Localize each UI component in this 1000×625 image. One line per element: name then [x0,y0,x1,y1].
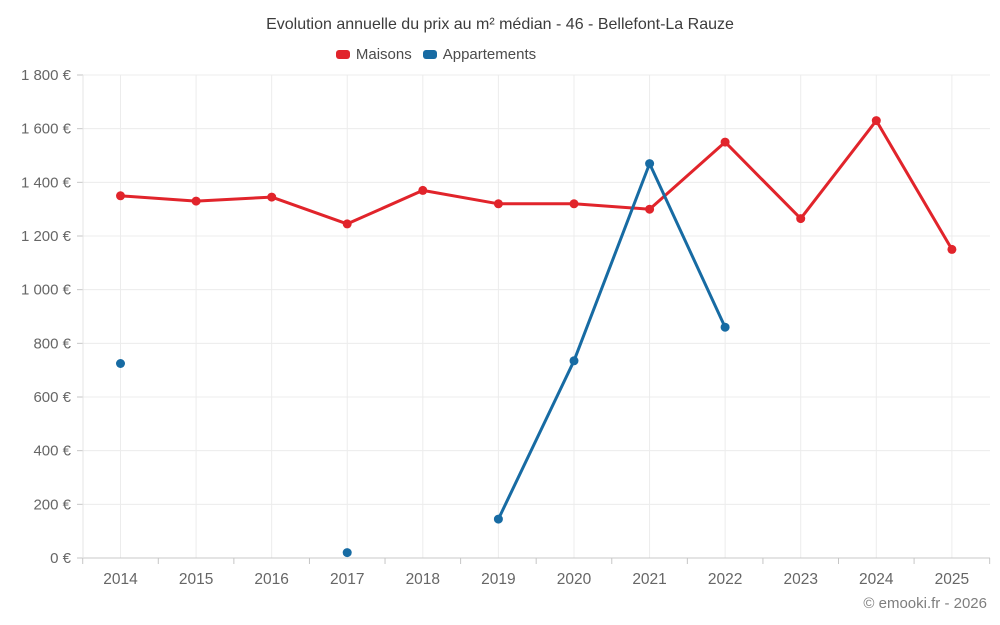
x-axis-label: 2015 [179,571,213,588]
data-point-appartements-2022[interactable] [720,322,730,332]
x-axis-label: 2016 [254,571,288,588]
data-point-maisons-2019[interactable] [493,199,503,209]
y-axis-label: 1 400 € [21,174,72,191]
legend: Maisons Appartements [0,46,936,63]
data-point-appartements-2019[interactable] [493,514,503,524]
x-axis-label: 2023 [783,571,817,588]
data-point-appartements-2020[interactable] [569,356,579,366]
data-point-maisons-2015[interactable] [191,196,201,206]
data-point-maisons-2018[interactable] [418,185,428,195]
data-point-maisons-2022[interactable] [720,137,730,147]
series-line-appartements [496,162,727,521]
legend-swatch-maisons-icon [335,50,350,59]
data-point-maisons-2017[interactable] [342,219,352,229]
x-axis-label: 2018 [406,571,440,588]
x-axis-label: 2017 [330,571,364,588]
y-axis-label: 1 000 € [21,282,72,299]
data-point-maisons-2024[interactable] [871,116,881,126]
legend-item-maisons[interactable]: Maisons [335,46,412,63]
y-axis-label: 200 € [33,496,71,513]
copyright-credit: © emooki.fr - 2026 [863,595,987,612]
y-axis-label: 1 600 € [21,121,72,138]
data-point-maisons-2016[interactable] [267,192,277,202]
y-axis-label: 0 € [50,550,72,567]
data-point-maisons-2021[interactable] [645,204,655,214]
x-axis-label: 2022 [708,571,742,588]
series-line-maisons [119,119,954,251]
data-point-maisons-2023[interactable] [796,214,806,224]
x-axis-label: 2025 [935,571,969,588]
x-axis-label: 2020 [557,571,592,588]
data-point-appartements-2017[interactable] [342,548,352,558]
x-axis-label: 2019 [481,571,515,588]
y-axis-label: 600 € [33,389,71,406]
data-point-appartements-2014[interactable] [116,359,125,368]
legend-label-maisons: Maisons [355,46,412,63]
y-axis-label: 800 € [33,335,71,352]
x-axis-label: 2024 [859,571,894,588]
legend-item-appartements[interactable]: Appartements [422,46,537,63]
x-axis-label: 2021 [632,571,666,588]
data-point-maisons-2025[interactable] [947,244,957,254]
legend-label-appartements: Appartements [442,46,537,63]
chart-title: Evolution annuelle du prix au m² médian … [266,16,734,33]
y-axis-label: 1 200 € [21,228,72,245]
data-point-maisons-2014[interactable] [116,191,125,201]
y-axis-label: 400 € [33,443,71,460]
data-point-maisons-2020[interactable] [569,199,579,209]
legend-swatch-appartements-icon [422,50,437,59]
y-axis-label: 1 800 € [21,67,72,84]
x-axis-label: 2014 [103,571,138,588]
data-point-appartements-2021[interactable] [645,159,655,169]
